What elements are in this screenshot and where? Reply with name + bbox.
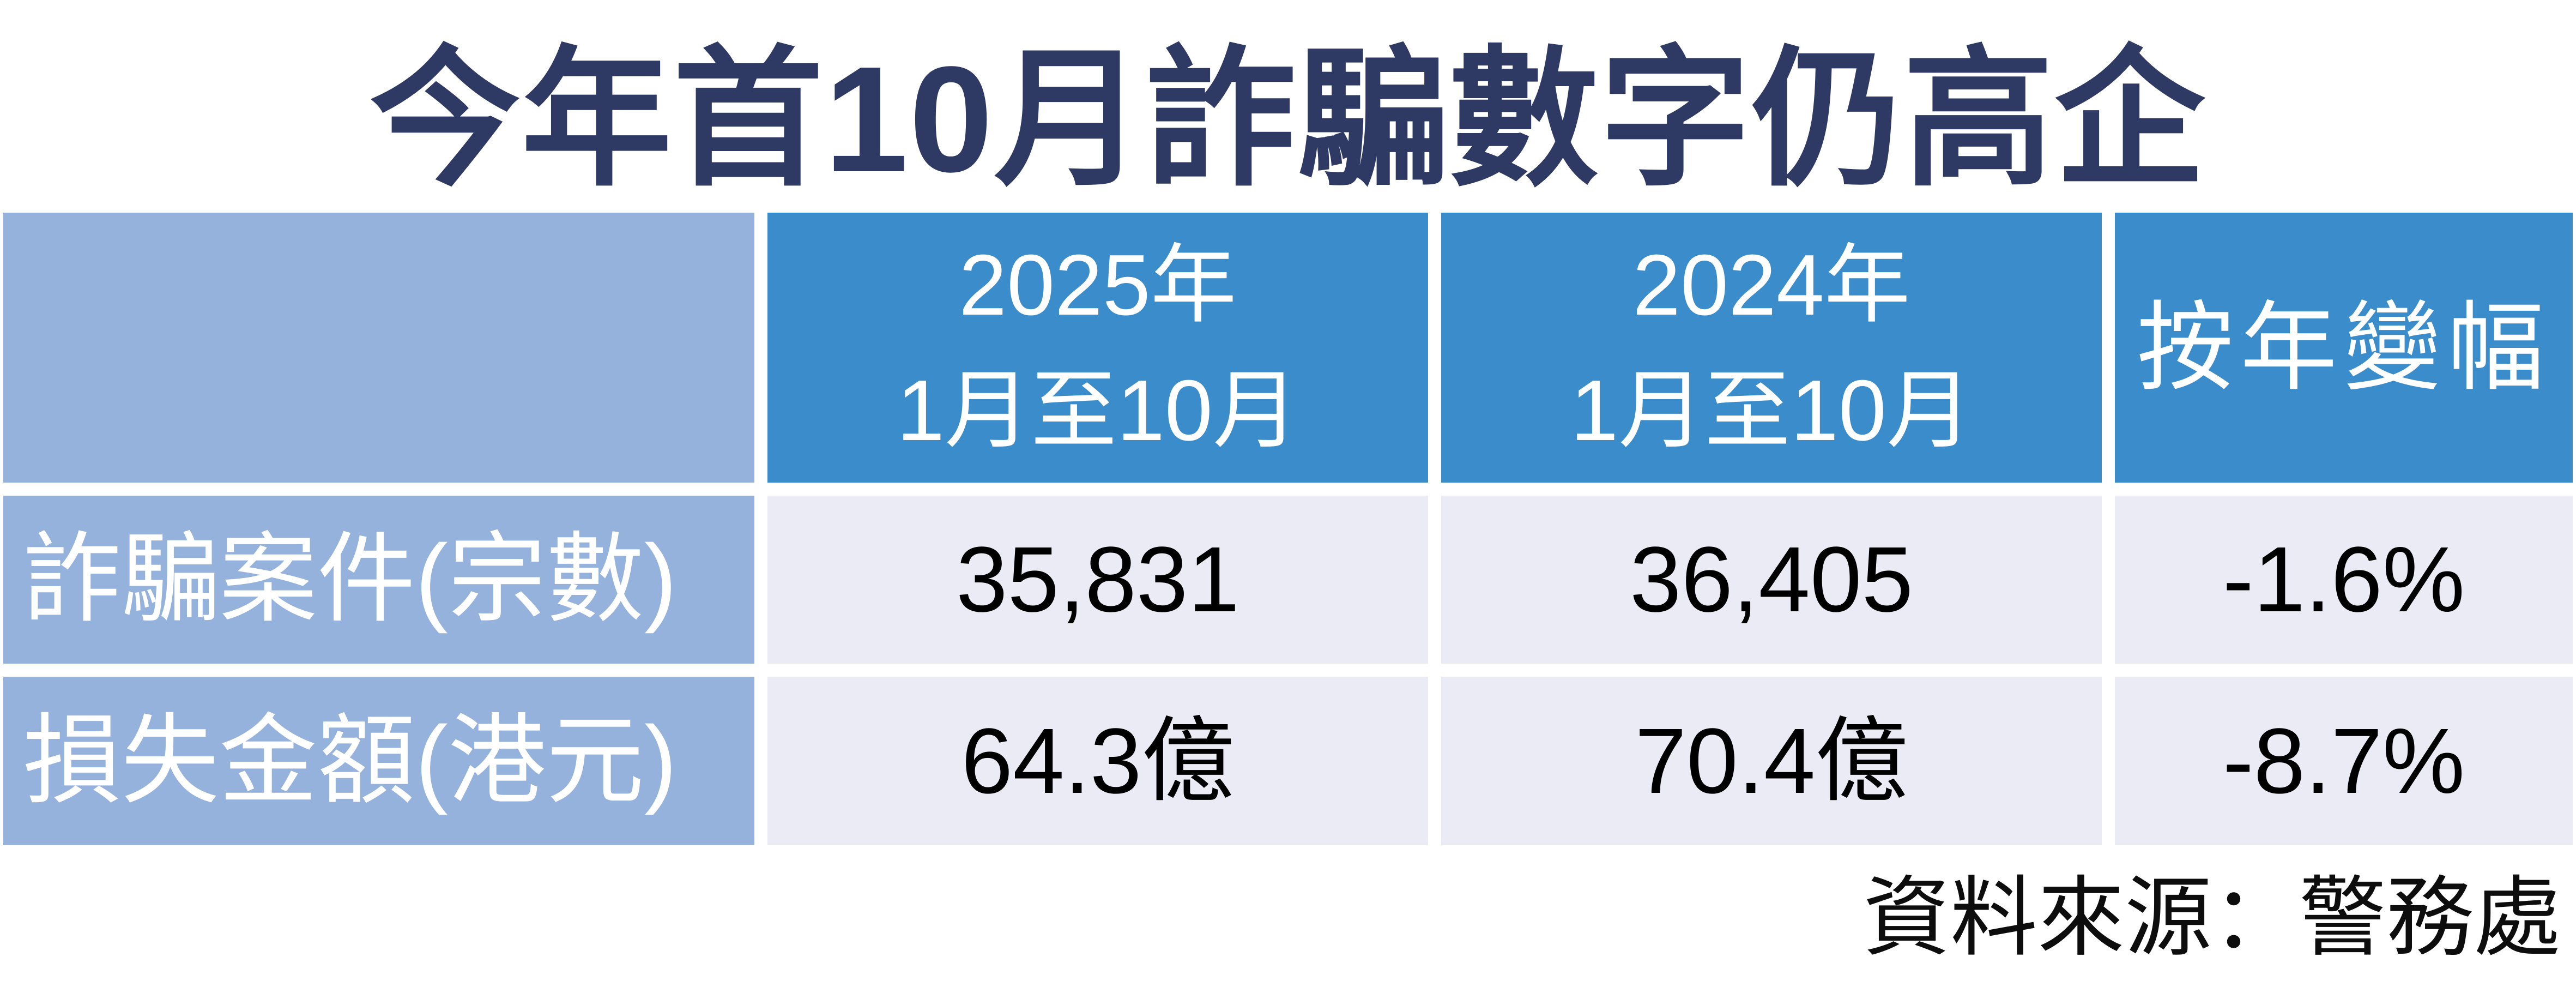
header-2025-year: 2025年	[959, 237, 1237, 333]
stats-table: 2025年 1月至10月 2024年 1月至10月 按年變幅 詐騙案件(宗數) …	[3, 213, 2573, 845]
loss-amount-2024-value: 70.4億	[1441, 677, 2102, 845]
row-label-loss-amount: 損失金額(港元)	[3, 677, 754, 845]
row-label-fraud-cases: 詐騙案件(宗數)	[3, 496, 754, 664]
loss-amount-yoy-value: -8.7%	[2115, 677, 2573, 845]
fraud-cases-yoy-value: -1.6%	[2115, 496, 2573, 664]
page-title: 今年首10月詐騙數字仍高企	[370, 35, 2206, 203]
corner-cell	[3, 213, 754, 483]
fraud-cases-2024-value: 36,405	[1441, 496, 2102, 664]
header-2025-period: 1月至10月	[897, 362, 1299, 459]
header-2024-period: 1月至10月	[1570, 362, 1973, 459]
header-cell-yoy-change: 按年變幅	[2115, 213, 2573, 483]
loss-amount-2025-value: 64.3億	[767, 677, 1428, 845]
header-2024-year: 2024年	[1632, 237, 1910, 333]
header-cell-2025: 2025年 1月至10月	[767, 213, 1428, 483]
header-cell-2024: 2024年 1月至10月	[1441, 213, 2102, 483]
source-note: 資料來源：警務處	[1863, 870, 2561, 967]
fraud-cases-2025-value: 35,831	[767, 496, 1428, 664]
